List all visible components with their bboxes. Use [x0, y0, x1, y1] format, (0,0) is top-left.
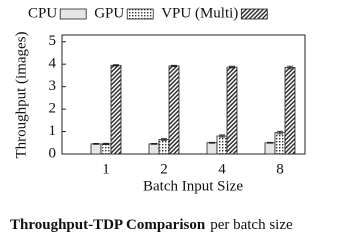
- x-tick-label: 2: [160, 161, 168, 177]
- bar: [158, 139, 170, 155]
- y-tick-label: 2: [49, 101, 57, 117]
- y-axis-label: Throughput (images): [13, 31, 29, 158]
- bar: [148, 143, 160, 155]
- error-bar: [287, 65, 293, 70]
- x-axis-label: Batch Input Size: [143, 178, 243, 194]
- legend-swatch: [126, 8, 154, 20]
- legend-label: GPU: [94, 5, 124, 21]
- bar: [274, 132, 286, 155]
- error-bar: [277, 130, 283, 135]
- y-tick-label: 3: [49, 78, 57, 94]
- bar: [100, 143, 112, 155]
- legend-swatch: [240, 8, 268, 20]
- legend-swatch: [59, 8, 87, 20]
- bar: [216, 135, 228, 155]
- bar: [90, 143, 102, 155]
- bar: [168, 65, 180, 155]
- y-tick-label: 4: [49, 56, 57, 72]
- y-tick-label: 1: [49, 123, 57, 139]
- error-bar: [171, 64, 177, 68]
- bar: [110, 64, 122, 155]
- y-tick-label: 0: [49, 145, 57, 161]
- error-bar: [93, 143, 99, 145]
- error-bar: [267, 141, 273, 144]
- caption-rest: per batch size: [210, 217, 293, 233]
- error-bar: [209, 141, 215, 144]
- bar: [226, 66, 238, 155]
- legend-label: VPU (Multi): [161, 5, 238, 21]
- y-tick-label: 5: [49, 33, 57, 49]
- bar: [284, 67, 296, 155]
- bar: [264, 142, 276, 155]
- x-tick-label: 4: [218, 161, 226, 177]
- error-bar: [103, 142, 109, 145]
- x-tick-label: 1: [102, 161, 110, 177]
- error-bar: [151, 143, 157, 145]
- plot-frame: [61, 34, 306, 155]
- error-bar: [219, 134, 225, 138]
- x-tick-label: 8: [276, 161, 284, 177]
- bar: [206, 142, 218, 155]
- error-bar: [113, 64, 119, 67]
- legend-label: CPU: [28, 5, 57, 21]
- caption-bold: Throughput-TDP Comparison: [10, 217, 206, 233]
- error-bar: [229, 65, 235, 69]
- caption: Throughput-TDP Comparison per batch size: [10, 217, 293, 233]
- error-bar: [161, 138, 167, 141]
